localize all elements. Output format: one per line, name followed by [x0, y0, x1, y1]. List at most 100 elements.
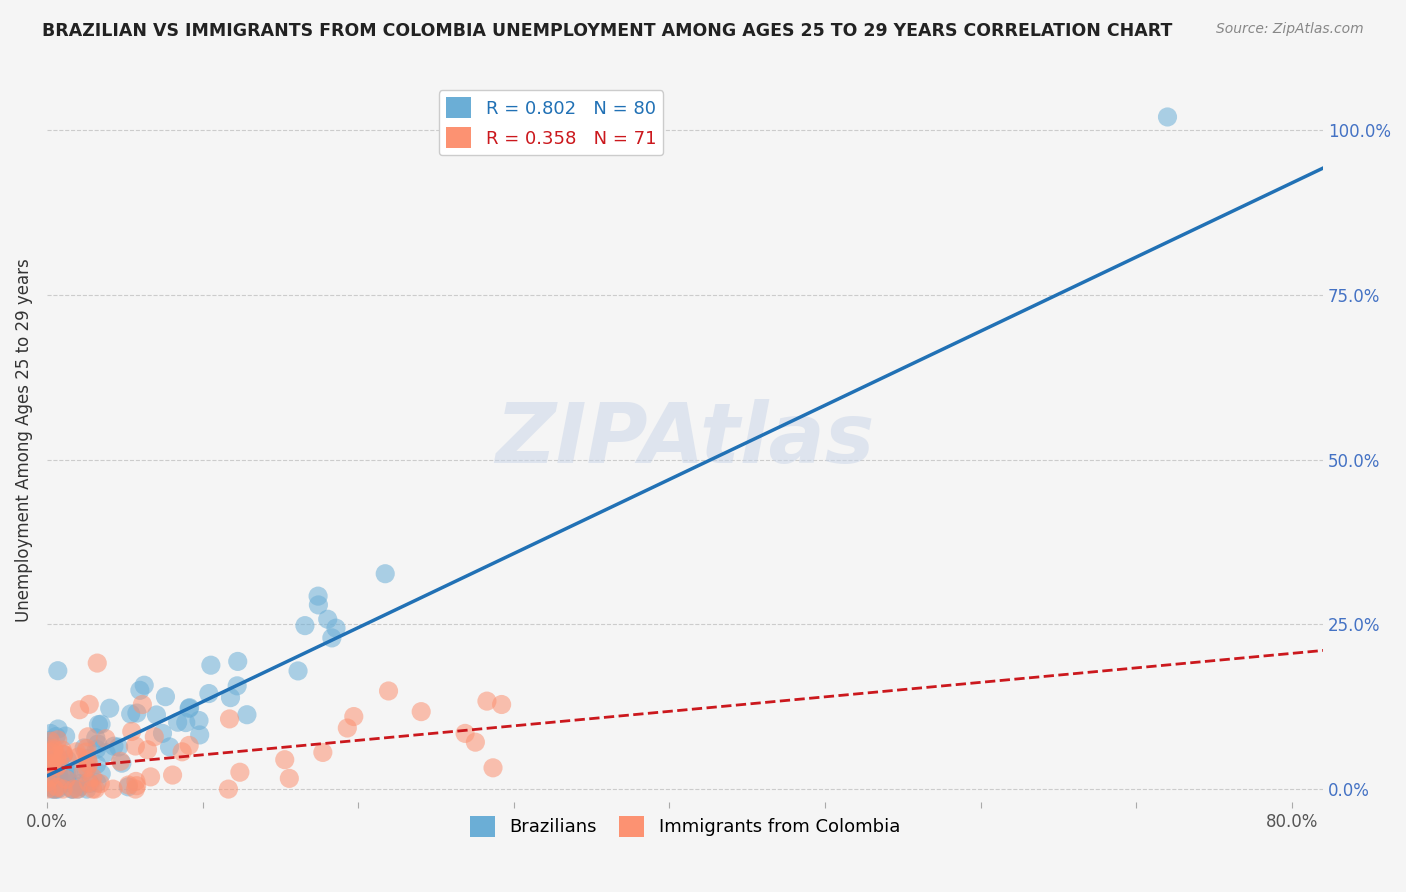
Point [52, 747, 75, 762]
Point [188, 728, 211, 742]
Point [76, 782, 98, 797]
Point [62, 782, 84, 797]
Point [39, 760, 62, 774]
Point [41, 756, 63, 771]
Point [343, 709, 366, 723]
Point [52, 747, 75, 762]
Point [55, 776, 77, 790]
Point [39, 770, 62, 784]
Point [159, 739, 181, 754]
Point [152, 726, 174, 740]
Point [45, 782, 67, 797]
Point [464, 735, 486, 749]
Point [45, 760, 67, 774]
Point [39, 745, 62, 759]
Point [219, 690, 242, 705]
Point [336, 721, 359, 735]
Point [72, 765, 94, 780]
Point [236, 707, 259, 722]
Point [86, 742, 108, 756]
Point [98, 701, 121, 715]
Point [475, 694, 498, 708]
Y-axis label: Unemployment Among Ages 25 to 29 years: Unemployment Among Ages 25 to 29 years [15, 258, 32, 622]
Point [46, 722, 69, 736]
Point [46, 755, 69, 769]
Point [217, 782, 239, 797]
Point [162, 768, 184, 782]
Point [155, 690, 177, 704]
Point [287, 664, 309, 678]
Point [218, 712, 240, 726]
Point [84, 731, 107, 745]
Point [51, 743, 73, 757]
Point [139, 770, 162, 784]
Point [39, 734, 62, 748]
Point [89, 776, 111, 790]
Point [125, 774, 148, 789]
Point [86, 776, 108, 790]
Point [45, 730, 67, 744]
Point [86, 757, 108, 772]
Point [46, 732, 69, 747]
Point [39, 742, 62, 756]
Point [38, 733, 60, 747]
Point [377, 684, 399, 698]
Point [84, 782, 107, 797]
Point [76, 751, 98, 765]
Point [124, 739, 146, 753]
Point [143, 730, 166, 744]
Point [76, 753, 98, 767]
Point [55, 767, 77, 781]
Point [38, 754, 60, 768]
Point [121, 724, 143, 739]
Point [77, 730, 100, 744]
Point [1156, 110, 1178, 124]
Point [82, 771, 104, 785]
Point [198, 687, 221, 701]
Point [52, 747, 75, 762]
Point [48, 757, 70, 772]
Point [65, 745, 87, 759]
Point [316, 612, 339, 626]
Point [79, 776, 101, 790]
Point [45, 748, 67, 763]
Point [76, 741, 98, 756]
Text: Source: ZipAtlas.com: Source: ZipAtlas.com [1216, 22, 1364, 37]
Point [87, 737, 110, 751]
Point [491, 698, 513, 712]
Point [42, 743, 65, 757]
Point [42, 782, 65, 797]
Point [125, 706, 148, 720]
Point [75, 745, 97, 759]
Point [312, 746, 335, 760]
Text: BRAZILIAN VS IMMIGRANTS FROM COLOMBIA UNEMPLOYMENT AMONG AGES 25 TO 29 YEARS COR: BRAZILIAN VS IMMIGRANTS FROM COLOMBIA UN… [42, 22, 1173, 40]
Point [86, 656, 108, 670]
Point [166, 715, 188, 730]
Point [41, 777, 63, 791]
Point [226, 679, 249, 693]
Point [200, 658, 222, 673]
Point [55, 729, 77, 743]
Point [75, 763, 97, 777]
Point [60, 782, 83, 797]
Point [325, 621, 347, 635]
Point [321, 631, 343, 645]
Point [41, 782, 63, 797]
Point [55, 772, 77, 787]
Point [117, 778, 139, 792]
Point [229, 765, 252, 780]
Point [172, 745, 194, 759]
Point [188, 714, 211, 728]
Point [482, 761, 505, 775]
Point [48, 769, 70, 783]
Point [44, 782, 66, 797]
Point [411, 705, 433, 719]
Point [82, 782, 104, 797]
Point [37, 775, 59, 789]
Point [46, 780, 69, 795]
Point [69, 703, 91, 717]
Point [46, 782, 69, 797]
Point [294, 618, 316, 632]
Point [103, 739, 125, 754]
Point [67, 763, 90, 777]
